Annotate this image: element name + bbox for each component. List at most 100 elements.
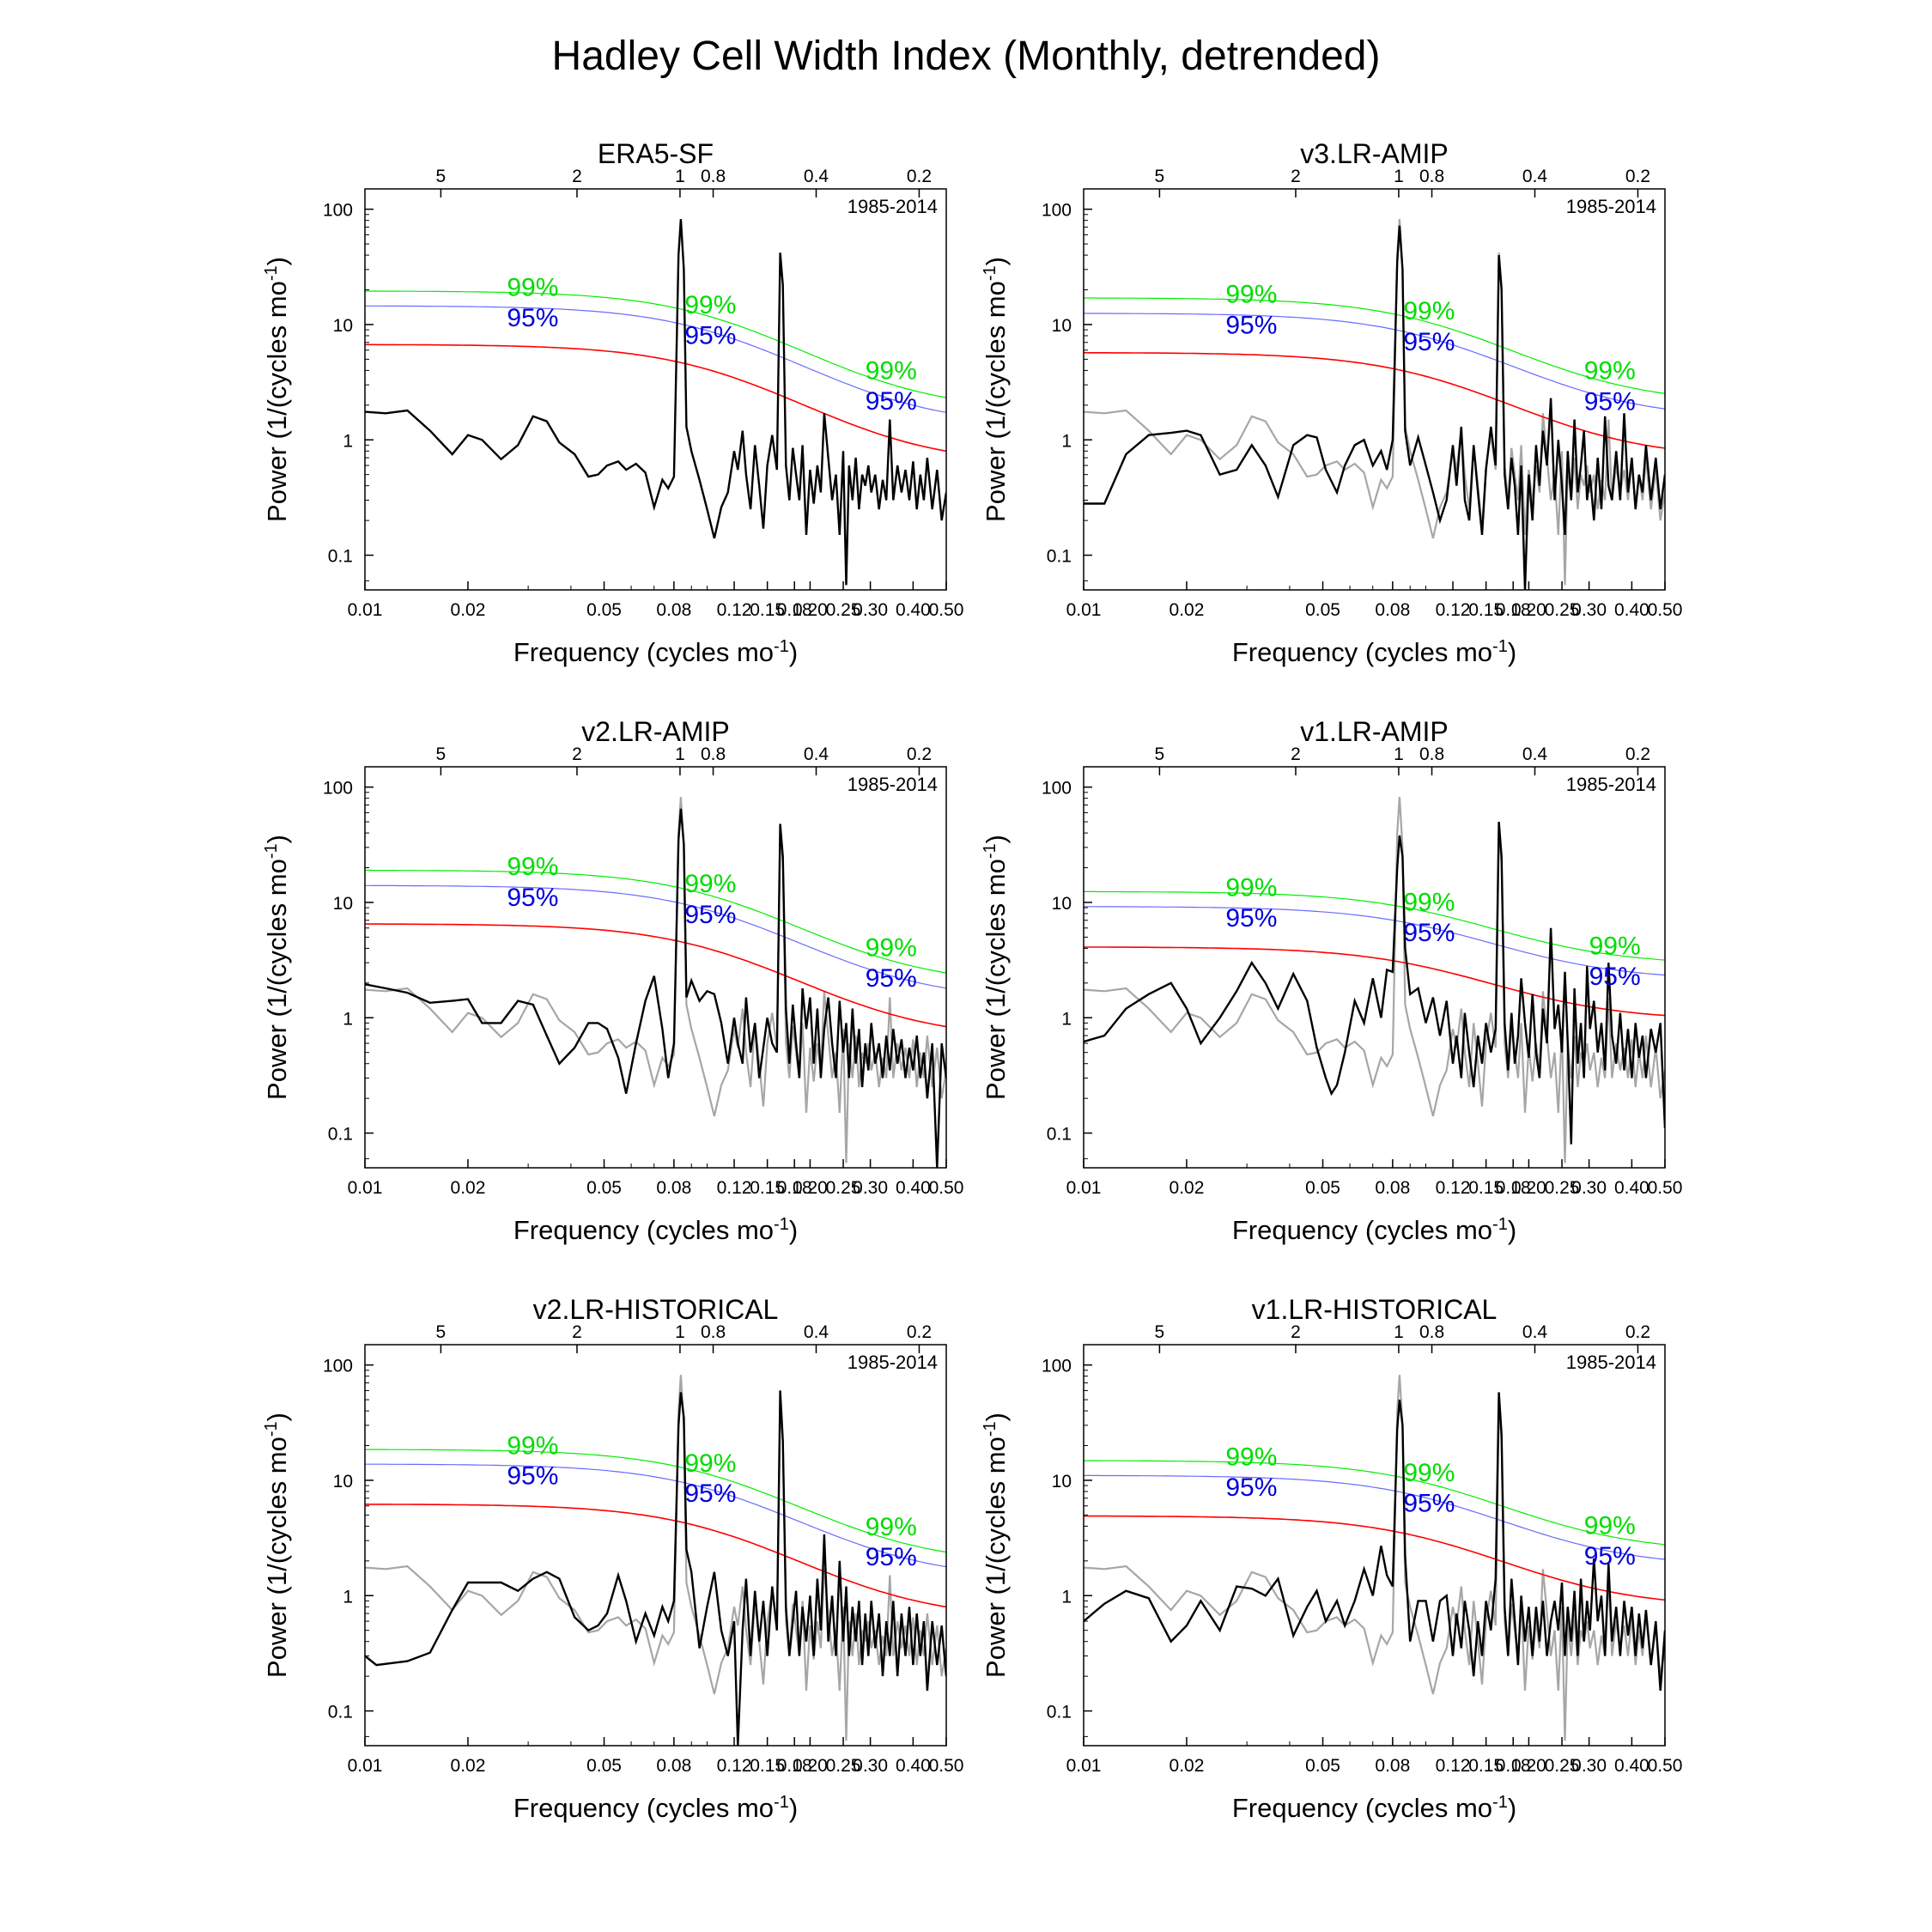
y-tick-label: 1 bbox=[1061, 431, 1072, 451]
x-tick-label: 0.12 bbox=[717, 1756, 752, 1776]
y-tick-label: 10 bbox=[333, 894, 353, 914]
period-tick-label: 0.8 bbox=[1419, 1322, 1444, 1342]
period-annotation: 1985-2014 bbox=[848, 774, 938, 795]
x-tick-label: 0.20 bbox=[793, 1178, 828, 1198]
y-tick-label: 100 bbox=[323, 1357, 353, 1376]
x-axis-label: Frequency (cycles mo-1) bbox=[513, 637, 798, 667]
x-tick-label: 0.40 bbox=[1614, 1756, 1649, 1776]
period-tick-label: 0.4 bbox=[804, 167, 829, 186]
period-annotation: 1985-2014 bbox=[848, 1352, 938, 1373]
panel-title: v3.LR-AMIP bbox=[1300, 138, 1448, 169]
red-noise-curve bbox=[1084, 946, 1665, 1017]
x-tick-label: 0.30 bbox=[853, 600, 888, 620]
confidence-label-95: 95% bbox=[1584, 388, 1636, 416]
x-tick-label: 0.50 bbox=[929, 1178, 964, 1198]
period-tick-label: 0.8 bbox=[701, 1322, 726, 1342]
plot-area bbox=[1084, 797, 1665, 1163]
x-tick-label: 0.01 bbox=[348, 1178, 383, 1198]
x-tick-label: 0.50 bbox=[929, 600, 964, 620]
x-tick-label: 0.25 bbox=[1545, 1756, 1580, 1776]
x-tick-label: 0.15 bbox=[1468, 1178, 1504, 1198]
x-tick-label: 0.02 bbox=[1170, 600, 1205, 620]
x-tick-label: 0.02 bbox=[451, 1756, 486, 1776]
x-tick-label: 0.30 bbox=[1571, 1756, 1607, 1776]
period-annotation: 1985-2014 bbox=[848, 196, 938, 217]
confidence-label-95: 95% bbox=[1589, 963, 1641, 991]
panel-title: v2.LR-HISTORICAL bbox=[533, 1294, 779, 1325]
x-tick-label: 0.01 bbox=[1066, 600, 1102, 620]
panel-4: 99%95% 99%95%99%95%0.01 0.02 0.05 0.08 0.120.… bbox=[262, 1294, 963, 1823]
y-tick-label: 100 bbox=[323, 201, 353, 221]
y-axis-label: Power (1/(cycles mo-1) bbox=[981, 1413, 1011, 1678]
x-tick-label: 0.40 bbox=[896, 1178, 931, 1198]
x-tick-label: 0.18 bbox=[777, 1756, 812, 1776]
spectrum-line bbox=[365, 1390, 946, 1746]
confidence-99-curve bbox=[365, 1449, 946, 1553]
x-axis-label: Frequency (cycles mo-1) bbox=[1232, 637, 1516, 667]
x-axis-label: Frequency (cycles mo-1) bbox=[513, 1215, 798, 1245]
confidence-label-95: 95% bbox=[1584, 1542, 1636, 1571]
period-tick-label: 2 bbox=[1291, 744, 1301, 764]
figure-title: Hadley Cell Width Index (Monthly, detren… bbox=[551, 33, 1381, 79]
period-tick-label: 1 bbox=[675, 1322, 685, 1342]
x-tick-label: 0.08 bbox=[656, 1756, 691, 1776]
x-tick-label: 0.08 bbox=[656, 600, 691, 620]
confidence-label-95: 95% bbox=[1403, 328, 1455, 356]
x-tick-label: 0.15 bbox=[750, 1178, 785, 1198]
x-tick-label: 0.25 bbox=[826, 1178, 861, 1198]
y-tick-label: 0.1 bbox=[1047, 1703, 1072, 1722]
y-tick-label: 1 bbox=[1061, 1587, 1072, 1607]
plot-area bbox=[1084, 1375, 1665, 1741]
x-tick-label: 0.18 bbox=[777, 1178, 812, 1198]
spectrum-line bbox=[1084, 1392, 1665, 1691]
y-tick-label: 100 bbox=[1042, 1357, 1072, 1376]
confidence-label-95: 95% bbox=[507, 304, 558, 332]
x-tick-label: 0.40 bbox=[1614, 1178, 1649, 1198]
confidence-label-99: 99% bbox=[866, 1513, 917, 1541]
x-tick-label: 0.05 bbox=[586, 1178, 622, 1198]
x-tick-label: 0.20 bbox=[1511, 1178, 1546, 1198]
y-tick-label: 0.1 bbox=[328, 1125, 353, 1145]
confidence-label-99: 99% bbox=[1403, 297, 1455, 325]
x-tick-label: 0.18 bbox=[777, 600, 812, 620]
period-tick-label: 2 bbox=[1291, 1322, 1301, 1342]
confidence-label-95: 95% bbox=[1225, 904, 1277, 933]
confidence-label-95: 95% bbox=[684, 321, 736, 349]
period-tick-label: 1 bbox=[675, 744, 685, 764]
confidence-label-99: 99% bbox=[1225, 1443, 1277, 1472]
confidence-label-99: 99% bbox=[1584, 357, 1636, 386]
reference-spectrum-line bbox=[1084, 797, 1665, 1163]
x-tick-label: 0.30 bbox=[1571, 600, 1607, 620]
period-tick-label: 0.8 bbox=[1419, 167, 1444, 186]
confidence-99-curve bbox=[365, 290, 946, 398]
x-tick-label: 0.50 bbox=[1648, 600, 1683, 620]
confidence-label-99: 99% bbox=[507, 1432, 558, 1461]
period-tick-label: 0.2 bbox=[1625, 1322, 1650, 1342]
period-tick-label: 2 bbox=[572, 167, 582, 186]
x-tick-label: 0.15 bbox=[1468, 1756, 1504, 1776]
period-tick-label: 1 bbox=[1394, 744, 1404, 764]
y-axis-label: Power (1/(cycles mo-1) bbox=[981, 835, 1011, 1100]
x-tick-label: 0.01 bbox=[348, 1756, 383, 1776]
x-tick-label: 0.20 bbox=[1511, 1756, 1546, 1776]
x-tick-label: 0.40 bbox=[896, 600, 931, 620]
x-tick-label: 0.18 bbox=[1496, 600, 1531, 620]
period-tick-label: 2 bbox=[572, 744, 582, 764]
panel-title: v2.LR-AMIP bbox=[581, 716, 729, 747]
period-tick-label: 5 bbox=[436, 744, 447, 764]
period-tick-label: 0.2 bbox=[907, 744, 932, 764]
x-tick-label: 0.25 bbox=[1545, 600, 1580, 620]
period-tick-label: 0.2 bbox=[907, 1322, 932, 1342]
x-tick-label: 0.15 bbox=[1468, 600, 1504, 620]
period-tick-label: 0.8 bbox=[701, 744, 726, 764]
x-tick-label: 0.15 bbox=[750, 600, 785, 620]
red-noise-curve bbox=[365, 923, 946, 1028]
period-tick-label: 2 bbox=[572, 1322, 582, 1342]
x-tick-label: 0.01 bbox=[348, 600, 383, 620]
y-tick-label: 0.1 bbox=[1047, 1125, 1072, 1145]
x-tick-label: 0.02 bbox=[1170, 1178, 1205, 1198]
plot-frame bbox=[364, 1344, 947, 1747]
y-tick-label: 10 bbox=[333, 1472, 353, 1492]
panel-title: v1.LR-HISTORICAL bbox=[1252, 1294, 1498, 1325]
